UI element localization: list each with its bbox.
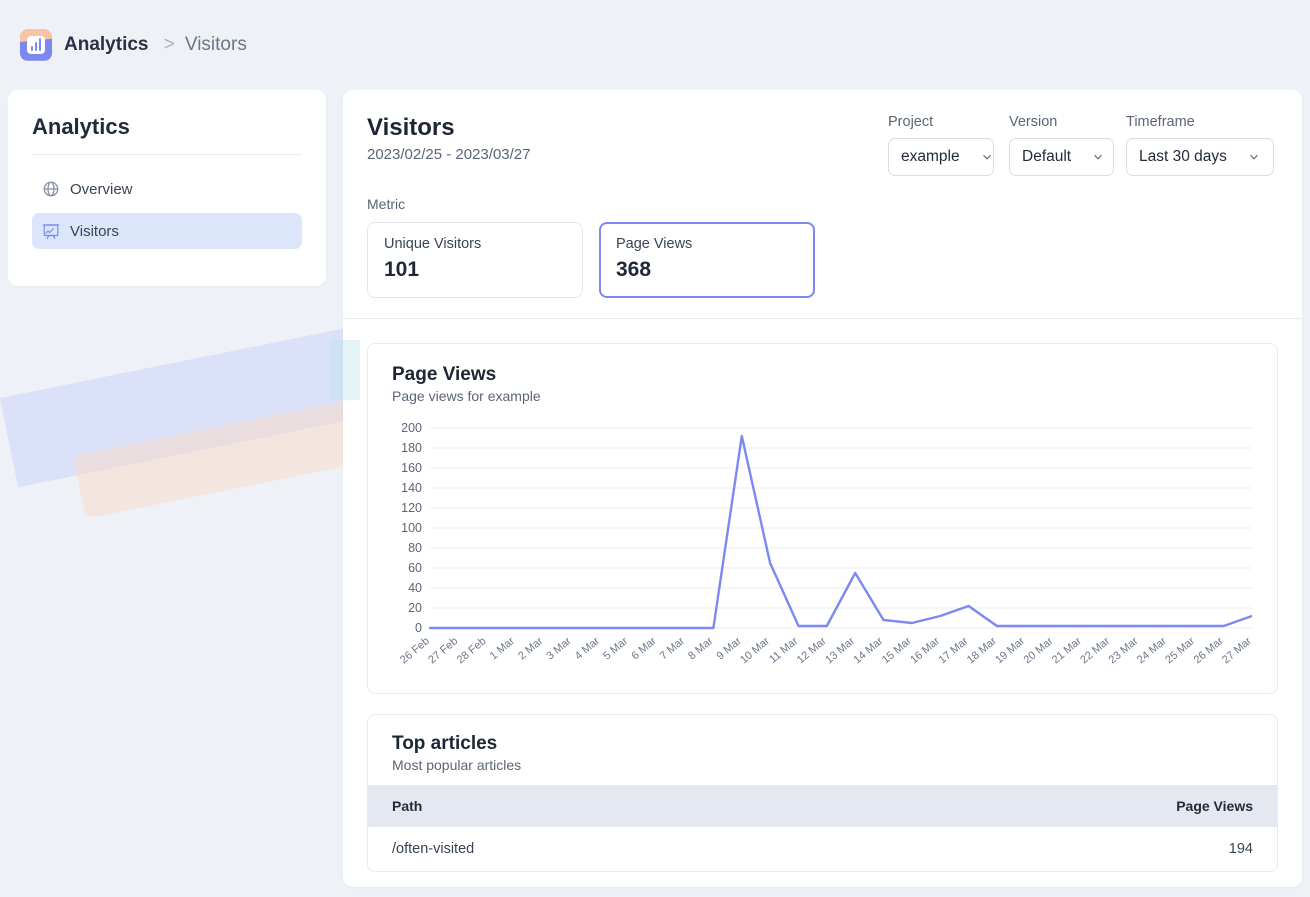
svg-text:200: 200 bbox=[401, 421, 422, 435]
svg-text:27 Mar: 27 Mar bbox=[1220, 635, 1252, 666]
svg-text:19 Mar: 19 Mar bbox=[993, 635, 1027, 666]
svg-text:160: 160 bbox=[401, 461, 422, 475]
svg-text:100: 100 bbox=[401, 521, 422, 535]
svg-text:13 Mar: 13 Mar bbox=[823, 635, 857, 666]
svg-text:4 Mar: 4 Mar bbox=[573, 635, 603, 662]
svg-text:3 Mar: 3 Mar bbox=[544, 635, 574, 662]
svg-text:12 Mar: 12 Mar bbox=[795, 635, 829, 666]
svg-text:26 Mar: 26 Mar bbox=[1192, 635, 1226, 666]
svg-text:25 Mar: 25 Mar bbox=[1163, 635, 1197, 666]
svg-text:0: 0 bbox=[415, 621, 422, 635]
svg-text:40: 40 bbox=[408, 581, 422, 595]
svg-text:20: 20 bbox=[408, 601, 422, 615]
svg-text:120: 120 bbox=[401, 501, 422, 515]
svg-text:5 Mar: 5 Mar bbox=[601, 635, 631, 662]
svg-text:1 Mar: 1 Mar bbox=[488, 635, 518, 662]
svg-text:16 Mar: 16 Mar bbox=[908, 635, 942, 666]
svg-text:18 Mar: 18 Mar bbox=[965, 635, 999, 666]
svg-text:6 Mar: 6 Mar bbox=[629, 635, 659, 662]
svg-text:2 Mar: 2 Mar bbox=[516, 635, 546, 662]
svg-text:20 Mar: 20 Mar bbox=[1022, 635, 1056, 666]
svg-text:140: 140 bbox=[401, 481, 422, 495]
svg-text:26 Feb: 26 Feb bbox=[398, 635, 432, 666]
svg-text:17 Mar: 17 Mar bbox=[937, 635, 971, 666]
svg-text:11 Mar: 11 Mar bbox=[767, 635, 801, 666]
svg-text:21 Mar: 21 Mar bbox=[1050, 635, 1084, 666]
svg-text:180: 180 bbox=[401, 441, 422, 455]
svg-text:8 Mar: 8 Mar bbox=[686, 635, 716, 662]
svg-text:80: 80 bbox=[408, 541, 422, 555]
svg-text:23 Mar: 23 Mar bbox=[1107, 635, 1141, 666]
svg-text:14 Mar: 14 Mar bbox=[851, 635, 885, 666]
svg-text:15 Mar: 15 Mar bbox=[880, 635, 914, 666]
svg-text:22 Mar: 22 Mar bbox=[1078, 635, 1112, 666]
svg-text:10 Mar: 10 Mar bbox=[738, 635, 772, 666]
svg-text:7 Mar: 7 Mar bbox=[658, 635, 688, 662]
svg-text:28 Feb: 28 Feb bbox=[455, 635, 489, 666]
svg-text:24 Mar: 24 Mar bbox=[1135, 635, 1169, 666]
svg-text:60: 60 bbox=[408, 561, 422, 575]
svg-text:27 Feb: 27 Feb bbox=[426, 635, 460, 666]
